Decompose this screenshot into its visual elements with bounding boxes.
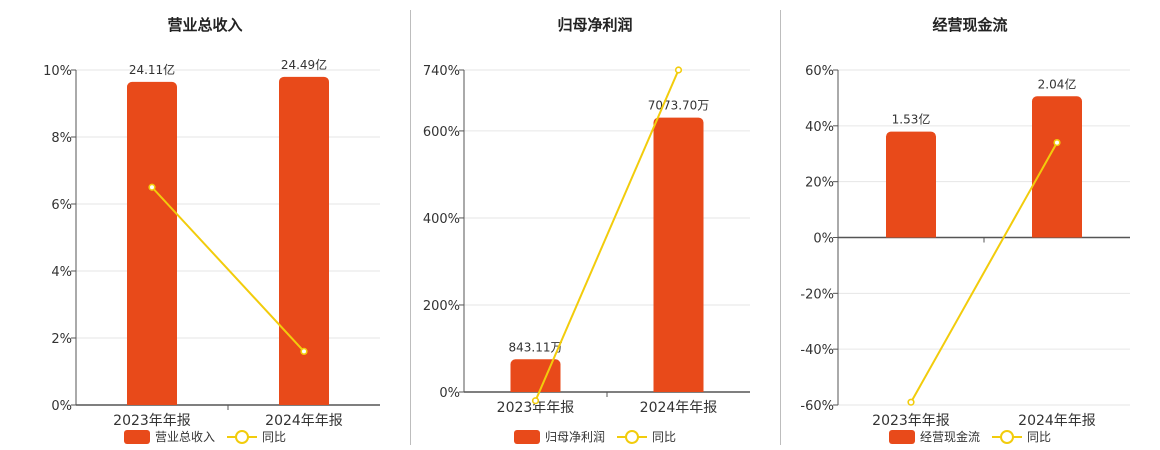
y-tick-label: 4% [51,265,72,280]
chart-title: 经营现金流 [932,16,1008,34]
chart-title: 归母净利润 [557,16,633,34]
bar-base [1032,231,1082,238]
chart-title: 营业总收入 [167,16,243,34]
chart-panel-operating-cash-flow: 经营现金流 -60% -40% -20% 0% 20% 40% 60% 1.53亿 2023年年… [780,0,1160,450]
bar-base [510,386,561,392]
bar-data-label: 24.49亿 [281,57,327,72]
chart-svg: -60% -40% -20% 0% 20% 40% 60% 1.53亿 2023年年报 2.04亿… [800,64,1130,429]
line-point [674,66,683,74]
bar-data-label: 1.53亿 [892,112,931,127]
legend: 经营现金流 同比 [780,428,1160,445]
x-category-label: 2023年年报 [872,413,950,429]
legend-bar-swatch [888,429,915,444]
legend-item-bar[interactable]: 经营现金流 [888,428,980,445]
line-point [148,183,156,191]
bar [653,117,704,393]
bar-base [127,399,177,405]
chart-panel-revenue: 营业总收入 0% 2% 4% 6% 8% 10% 24.11亿 2023年年报 24.49亿 20… [0,0,410,450]
bar-base [279,399,329,405]
x-category-label: 2024年年报 [640,400,718,416]
bar [1032,96,1082,238]
y-tick-label: 0% [439,386,460,401]
panel-divider [410,10,411,445]
legend-line-label: 同比 [1027,430,1052,444]
y-tick-label: 200% [423,299,460,314]
y-tick-label: 60% [805,64,834,79]
y-tick-label: 0% [813,232,834,247]
y-tick-label: 740% [423,64,460,79]
legend-item-line[interactable]: 同比 [617,428,676,445]
legend-line-label: 同比 [262,430,287,444]
legend: 营业总收入 同比 [0,428,410,445]
bar-data-label: 7073.70万 [648,99,710,113]
chart-svg: 0% 200% 400% 600% 740% 843.11万 2023年年报 7073.70万… [423,64,750,416]
y-tick-label: 40% [805,120,834,135]
line-point [1053,138,1061,147]
x-category-label: 2024年年报 [265,413,343,429]
line-point [907,398,915,406]
legend-bar-swatch [513,429,540,444]
x-category-label: 2023年年报 [497,400,575,416]
y-tick-label: 6% [51,198,72,213]
bar [886,131,936,238]
panel-divider [780,10,781,445]
bar-base [653,386,704,392]
legend-line-swatch [617,429,647,444]
x-category-label: 2024年年报 [1018,413,1096,429]
line-point [531,397,540,405]
legend-item-line[interactable]: 同比 [227,428,286,445]
bar [510,359,561,392]
bar-data-label: 843.11万 [509,340,563,354]
bar-data-label: 24.11亿 [129,62,175,77]
y-tick-label: 0% [51,399,72,414]
y-tick-label: 2% [51,332,72,347]
legend-bar-label: 归母净利润 [544,430,605,444]
bar [279,76,329,406]
legend: 归母净利润 同比 [410,428,780,445]
chart-svg: 0% 2% 4% 6% 8% 10% 24.11亿 2023年年报 24.49亿 2024年年报 [43,57,380,429]
legend-item-bar[interactable]: 营业总收入 [123,428,215,445]
legend-line-label: 同比 [652,430,677,444]
bar-base [886,231,936,238]
legend-line-swatch [992,429,1022,444]
y-tick-label: -60% [800,399,834,414]
legend-bar-label: 经营现金流 [919,430,980,444]
y-tick-label: 20% [805,176,834,191]
line-series [534,69,680,402]
bar [127,81,177,406]
y-tick-label: 600% [423,125,460,140]
chart-panel-net-profit: 归母净利润 0% 200% 400% 600% 740% 843.11万 2023年年报 70… [410,0,780,450]
y-tick-label: 10% [43,64,72,79]
line-series [151,186,305,353]
legend-item-bar[interactable]: 归母净利润 [513,428,605,445]
bar-data-label: 2.04亿 [1038,76,1077,91]
line-series [910,142,1058,403]
y-tick-label: -20% [800,287,834,302]
y-tick-label: -40% [800,343,834,358]
y-tick-label: 8% [51,131,72,146]
y-tick-label: 400% [423,212,460,227]
legend-line-swatch [227,429,257,444]
x-category-label: 2023年年报 [113,413,191,429]
legend-bar-label: 营业总收入 [154,430,215,444]
line-point [300,347,308,356]
legend-bar-swatch [123,429,150,444]
legend-item-line[interactable]: 同比 [992,428,1051,445]
